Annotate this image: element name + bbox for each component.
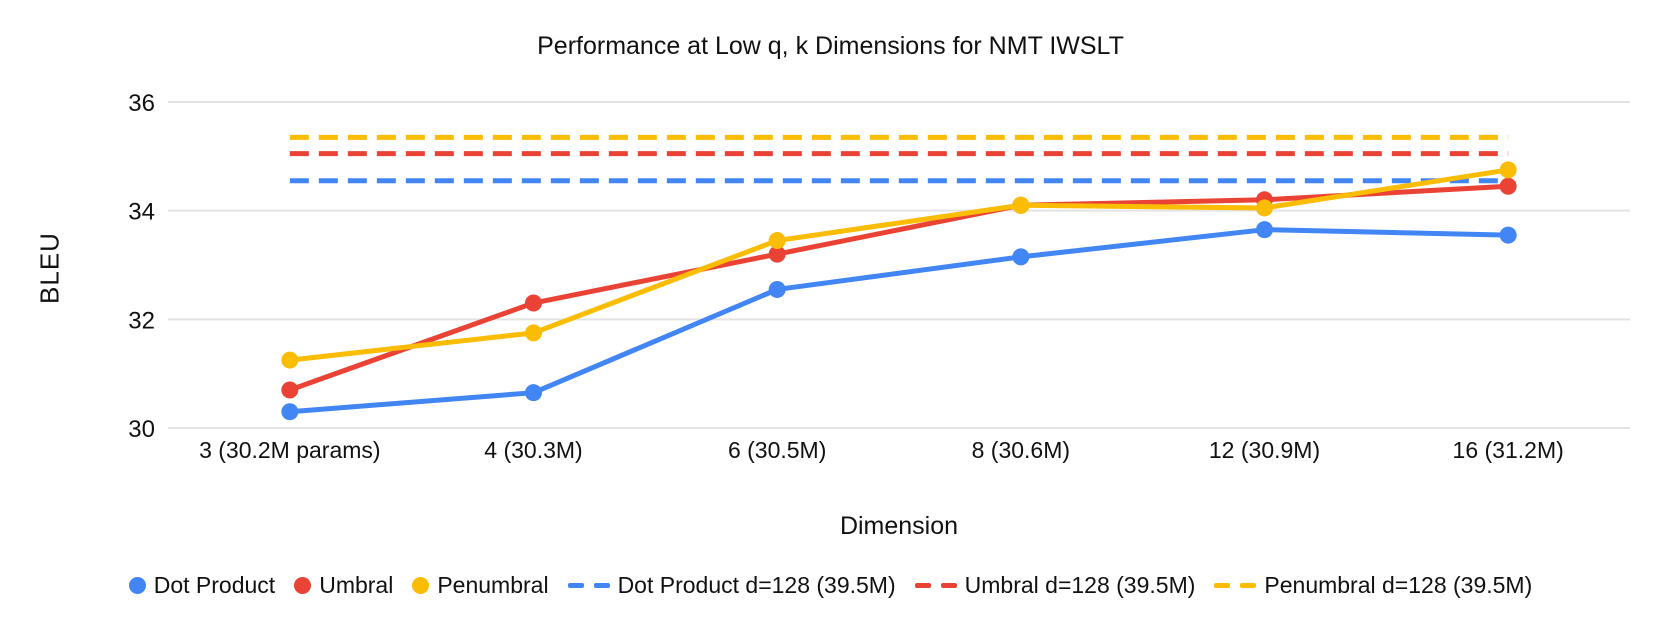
data-point-marker [281, 381, 299, 399]
legend-dot-marker [128, 577, 146, 594]
series-line [287, 167, 1511, 363]
legend-dash-marker [914, 583, 957, 588]
legend-item[interactable]: Penumbral d=128 (39.5M) [1214, 572, 1532, 599]
data-point-marker [1012, 196, 1030, 214]
x-tick-label: 8 (30.6M) [972, 437, 1070, 463]
data-point-marker [1256, 221, 1273, 239]
legend-label: Umbral [319, 572, 394, 598]
legend-item[interactable]: Penumbral [412, 572, 549, 599]
legend-dot-marker [294, 577, 312, 594]
data-point-marker [525, 294, 542, 312]
series-line [287, 227, 1511, 415]
y-tick-label: 34 [128, 199, 155, 226]
data-point-marker [281, 351, 299, 369]
x-axis-title: Dimension [839, 512, 959, 540]
y-tick-label: 30 [128, 416, 155, 443]
legend-item[interactable]: Umbral d=128 (39.5M) [914, 572, 1196, 599]
data-point-marker [1499, 161, 1517, 179]
legend-label: Penumbral [437, 572, 549, 598]
y-tick-label: 32 [128, 307, 155, 334]
legend-label: Dot Product [153, 572, 276, 598]
legend-item[interactable]: Dot Product [128, 572, 276, 599]
data-point-marker [281, 403, 299, 421]
chart-title: Performance at Low q, k Dimensions for N… [537, 32, 1124, 60]
legend-item[interactable]: Umbral [294, 572, 393, 599]
legend-dash-marker [1214, 583, 1257, 588]
data-point-marker [1499, 226, 1517, 244]
legend-label: Umbral d=128 (39.5M) [964, 572, 1196, 598]
legend-label: Dot Product d=128 (39.5M) [617, 572, 896, 598]
series-line [287, 183, 1511, 393]
data-point-marker [1499, 177, 1517, 195]
x-tick-label: 3 (30.2M params) [199, 437, 381, 463]
legend: Dot Product Umbral Penumbral Dot Product d=… [0, 572, 1661, 599]
x-tick-label: 12 (30.9M) [1209, 437, 1320, 463]
data-point-marker [1256, 199, 1273, 217]
x-tick-label: 6 (30.5M) [728, 437, 826, 463]
data-point-marker [768, 232, 786, 250]
x-tick-label: 16 (31.2M) [1453, 437, 1564, 463]
data-point-marker [525, 384, 542, 402]
data-point-marker [768, 245, 786, 263]
data-point-marker [1012, 248, 1030, 266]
data-point-marker [525, 324, 542, 342]
legend-label: Penumbral d=128 (39.5M) [1264, 572, 1533, 598]
legend-item[interactable]: Dot Product d=128 (39.5M) [567, 572, 896, 599]
legend-dot-marker [412, 577, 430, 594]
legend-dash-marker [567, 583, 610, 588]
y-tick-label: 36 [128, 90, 155, 117]
data-point-marker [768, 280, 786, 298]
x-tick-label: 4 (30.3M) [484, 437, 582, 463]
